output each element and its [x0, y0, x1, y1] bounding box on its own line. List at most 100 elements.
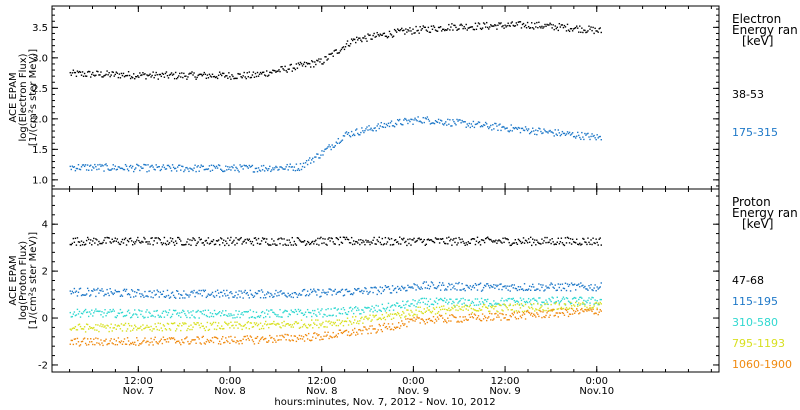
data-point: [130, 325, 133, 327]
data-point: [267, 313, 269, 315]
data-point: [115, 340, 118, 342]
data-point: [212, 315, 215, 318]
data-point: [450, 288, 452, 291]
data-point: [370, 308, 372, 310]
data-point: [134, 243, 136, 245]
data-point: [456, 304, 458, 306]
data-point: [247, 167, 249, 169]
data-point: [346, 334, 349, 336]
data-point: [363, 318, 365, 320]
data-point: [268, 292, 270, 294]
data-point: [430, 312, 433, 314]
data-point: [105, 293, 107, 296]
data-point: [219, 315, 222, 317]
data-point: [584, 241, 586, 243]
data-point: [151, 341, 153, 343]
data-point: [418, 32, 420, 34]
data-point: [568, 283, 571, 286]
data-point: [378, 317, 380, 319]
data-point: [528, 27, 531, 29]
data-point: [285, 295, 287, 297]
data-point: [569, 303, 572, 305]
data-point: [352, 312, 355, 315]
legend-entry: 1060-1900: [732, 358, 792, 371]
data-point: [401, 314, 403, 316]
data-point: [459, 316, 461, 318]
data-point: [153, 338, 155, 341]
data-point: [106, 324, 108, 327]
data-point: [275, 289, 277, 292]
data-point: [276, 315, 278, 318]
data-point: [129, 237, 132, 239]
x-tick-label-time: 0:00: [219, 376, 241, 387]
data-point: [507, 22, 509, 24]
data-point: [437, 118, 440, 121]
data-point: [150, 76, 152, 78]
data-point: [113, 168, 115, 170]
data-point: [110, 338, 112, 340]
data-point: [477, 304, 480, 306]
data-point: [571, 313, 574, 315]
data-point: [81, 71, 84, 73]
data-point: [342, 324, 345, 327]
data-point: [594, 284, 596, 286]
data-point: [356, 241, 358, 243]
data-point: [346, 290, 349, 293]
data-point: [148, 326, 150, 328]
data-point: [193, 316, 195, 318]
data-point: [212, 164, 215, 167]
data-point: [432, 25, 435, 27]
data-point: [96, 168, 98, 171]
data-point: [109, 169, 111, 171]
data-point: [355, 41, 357, 44]
data-point: [281, 293, 283, 295]
data-point: [524, 301, 527, 304]
data-point: [242, 241, 244, 243]
data-point: [75, 75, 78, 78]
data-point: [134, 168, 136, 171]
data-point: [135, 344, 137, 346]
data-point: [154, 74, 156, 77]
legend-title-line: [keV]: [742, 217, 773, 231]
data-point: [415, 318, 417, 320]
data-point: [256, 316, 259, 318]
data-point: [177, 290, 179, 293]
data-point: [259, 315, 262, 317]
data-point: [420, 29, 422, 31]
data-point: [593, 305, 595, 307]
data-point: [90, 338, 92, 340]
data-point: [160, 327, 163, 329]
data-point: [464, 299, 466, 301]
data-point: [522, 311, 525, 314]
data-point: [196, 336, 198, 338]
data-point: [586, 243, 588, 246]
data-point: [150, 296, 152, 298]
data-point: [564, 308, 567, 311]
data-point: [296, 313, 299, 316]
data-point: [480, 297, 483, 300]
data-point: [80, 166, 83, 168]
data-point: [533, 130, 535, 132]
data-point: [345, 131, 348, 133]
data-point: [522, 298, 525, 300]
data-point: [288, 165, 290, 168]
data-point: [278, 315, 280, 318]
data-point: [433, 322, 436, 324]
data-point: [292, 311, 295, 313]
data-point: [129, 330, 132, 332]
data-point: [122, 340, 125, 343]
data-point: [400, 243, 402, 245]
data-point: [445, 29, 447, 31]
data-point: [245, 339, 247, 341]
y-tick-label: 0: [42, 314, 48, 325]
data-point: [433, 122, 436, 125]
data-point: [344, 289, 347, 291]
data-point: [139, 327, 141, 329]
data-point: [367, 332, 369, 335]
data-point: [267, 323, 269, 325]
data-point: [216, 77, 219, 80]
data-point: [339, 323, 342, 325]
data-point: [149, 166, 151, 168]
y-axis-title-line: log(Electron Flux): [18, 53, 29, 141]
